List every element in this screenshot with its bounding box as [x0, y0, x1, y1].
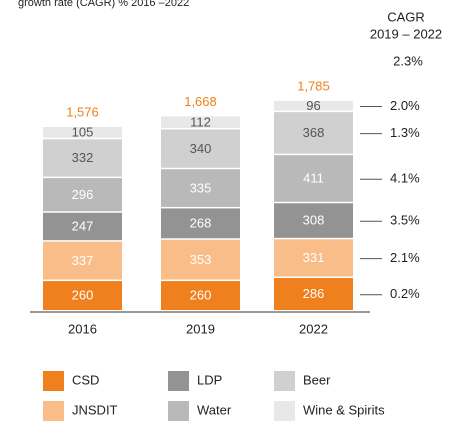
segment-label: 335 [190, 180, 212, 195]
cagr-period: 2019 – 2022 [370, 26, 442, 41]
segment-label: 331 [303, 250, 325, 265]
legend-swatch [274, 401, 295, 421]
legend-swatch [43, 401, 64, 421]
cagr-label: 4.1% [390, 171, 420, 186]
segment-label: 332 [72, 150, 94, 165]
cagr-total: 2.3% [393, 53, 423, 68]
legend-label: Water [197, 402, 232, 417]
segment-label: 353 [190, 252, 212, 267]
x-tick-label: 2019 [186, 321, 215, 336]
bar-segment [274, 112, 353, 154]
cagr-label: 2.1% [390, 250, 420, 265]
bar-segment [161, 281, 240, 310]
bar-segment [43, 126, 122, 138]
bar-segment [274, 278, 353, 310]
bar-segment [43, 178, 122, 212]
bar-segment [161, 116, 240, 128]
total-label: 1,576 [66, 104, 99, 119]
cagr-header: CAGR [387, 9, 425, 24]
total-label: 1,668 [184, 94, 217, 109]
legend-swatch [274, 371, 295, 391]
legend-label: Beer [303, 372, 331, 387]
bar-segment [43, 241, 122, 280]
segment-label: 411 [303, 171, 324, 186]
cagr-label: 1.3% [390, 125, 420, 140]
segment-label: 112 [190, 114, 211, 129]
legend-label: LDP [197, 372, 222, 387]
cagr-label: 0.2% [390, 286, 420, 301]
bar-segment [43, 212, 122, 241]
legend-label: Wine & Spirits [303, 402, 385, 417]
segment-label: 247 [72, 219, 94, 234]
segment-label: 337 [72, 253, 94, 268]
segment-label: 286 [303, 286, 325, 301]
segment-label: 260 [190, 288, 212, 303]
bar-segment [274, 100, 353, 111]
bar-segment [161, 208, 240, 239]
segment-label: 340 [190, 141, 212, 156]
bar-segment [161, 239, 240, 280]
bar-segment [161, 129, 240, 168]
cagr-label: 3.5% [390, 213, 420, 228]
x-tick-label: 2016 [68, 321, 97, 336]
bar-segment [43, 281, 122, 310]
segment-label: 368 [303, 125, 325, 140]
legend-label: JNSDIT [72, 402, 118, 417]
bar-segment [43, 139, 122, 177]
legend-swatch [43, 371, 64, 391]
bar-segment [274, 203, 353, 238]
bar-segment [274, 239, 353, 277]
segment-label: 268 [190, 216, 212, 231]
segment-label: 260 [72, 288, 94, 303]
legend-swatch [168, 401, 189, 421]
bar-segment [161, 169, 240, 207]
total-label: 1,785 [297, 78, 330, 93]
segment-label: 308 [303, 213, 325, 228]
legend-label: CSD [72, 372, 99, 387]
segment-label: 296 [72, 187, 94, 202]
legend-swatch [168, 371, 189, 391]
chart-title: growth rate (CAGR) % 2016 –2022 [18, 0, 189, 9]
segment-label: 105 [72, 125, 94, 140]
cagr-label: 2.0% [390, 98, 420, 113]
x-tick-label: 2022 [299, 321, 328, 336]
segment-label: 96 [306, 98, 320, 113]
bar-segment [274, 155, 353, 202]
